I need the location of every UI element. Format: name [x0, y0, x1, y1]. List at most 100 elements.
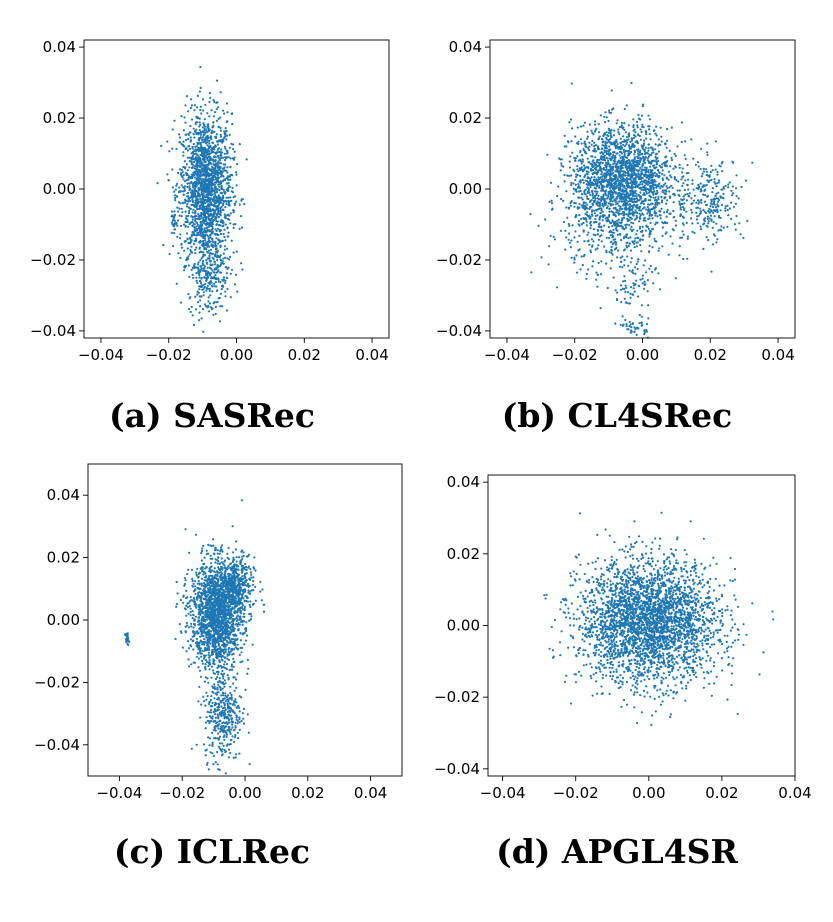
scatter-point [678, 166, 681, 169]
scatter-point [184, 138, 187, 142]
scatter-point [646, 152, 650, 155]
scatter-point [221, 225, 224, 228]
scatter-point [670, 126, 673, 129]
scatter-point [195, 276, 198, 279]
scatter-point [661, 169, 664, 172]
scatter-point [630, 217, 633, 220]
scatter-point [667, 170, 671, 173]
scatter-point [633, 153, 636, 156]
scatter-point [225, 102, 229, 105]
scatter-point [591, 209, 594, 212]
scatter-point [188, 189, 191, 192]
scatter-point [174, 199, 177, 202]
scatter-point [221, 285, 224, 288]
scatter-point [603, 115, 606, 118]
scatter-point [628, 167, 631, 170]
scatter-point [184, 180, 187, 183]
scatter-point [654, 223, 657, 226]
scatter-point [572, 168, 575, 171]
scatter-point [187, 137, 190, 141]
scatter-point [223, 136, 226, 140]
scatter-point [568, 241, 572, 244]
scatter-point [182, 178, 185, 181]
scatter-point [651, 179, 654, 183]
scatter-point [191, 211, 194, 214]
scatter-point [607, 226, 611, 229]
scatter-point [603, 133, 607, 136]
scatter-point [682, 233, 685, 236]
scatter-point [214, 171, 217, 174]
scatter-point [634, 164, 637, 167]
scatter-point [714, 194, 717, 197]
scatter-point [182, 174, 185, 177]
scatter-point [620, 238, 623, 242]
scatter-point [191, 218, 194, 221]
scatter-point [618, 171, 622, 174]
scatter-point [206, 210, 209, 213]
scatter-point [188, 147, 191, 150]
scatter-point [717, 179, 720, 182]
scatter-point [653, 207, 656, 210]
scatter-point [572, 192, 575, 195]
scatter-point [187, 200, 190, 203]
scatter-point [640, 130, 643, 133]
scatter-point [201, 206, 204, 209]
scatter-point [592, 196, 595, 200]
scatter-point [690, 197, 693, 200]
scatter-point [212, 99, 215, 102]
scatter-point [186, 202, 189, 206]
scatter-point [679, 206, 682, 209]
scatter-point [648, 181, 651, 184]
scatter-point [619, 148, 622, 151]
scatter-point [664, 156, 667, 159]
scatter-point [196, 281, 199, 284]
scatter-point [207, 296, 210, 299]
scatter-point [195, 202, 198, 205]
scatter-point [222, 188, 225, 191]
scatter-point [195, 164, 198, 167]
scatter-point [235, 184, 238, 187]
scatter-point [201, 288, 204, 291]
scatter-point [567, 238, 570, 241]
scatter-point [188, 166, 191, 169]
scatter-point [219, 129, 222, 132]
scatter-point [548, 245, 551, 248]
scatter-point [629, 228, 632, 231]
scatter-point [730, 217, 733, 220]
scatter-point [593, 186, 596, 189]
scatter-point [240, 226, 244, 229]
scatter-point [581, 263, 584, 267]
scatter-point [210, 197, 214, 200]
scatter-point [198, 125, 201, 128]
scatter-point [175, 195, 179, 198]
scatter-point [200, 232, 203, 235]
scatter-point [194, 152, 198, 155]
scatter-point [614, 207, 617, 210]
scatter-point [622, 177, 625, 180]
scatter-point [186, 156, 190, 159]
scatter-point [627, 193, 631, 196]
scatter-point [638, 227, 642, 230]
scatter-point [197, 189, 200, 192]
scatter-point [215, 178, 218, 182]
scatter-point [614, 192, 617, 195]
scatter-point [665, 185, 668, 188]
scatter-point [565, 190, 568, 193]
scatter-point [644, 171, 647, 174]
scatter-point [634, 135, 637, 138]
scatter-point [634, 131, 637, 134]
scatter-point [674, 224, 678, 227]
scatter-point [225, 156, 228, 159]
scatter-point [679, 203, 682, 206]
scatter-point [668, 212, 671, 215]
scatter-point [216, 154, 219, 157]
scatter-point [682, 216, 685, 219]
scatter-point [199, 281, 203, 285]
scatter-point [613, 161, 616, 165]
scatter-point [614, 322, 617, 325]
scatter-point [632, 201, 635, 204]
scatter-point [207, 217, 210, 220]
scatter-point [195, 246, 198, 249]
scatter-point [681, 184, 684, 187]
scatter-point [643, 217, 646, 220]
